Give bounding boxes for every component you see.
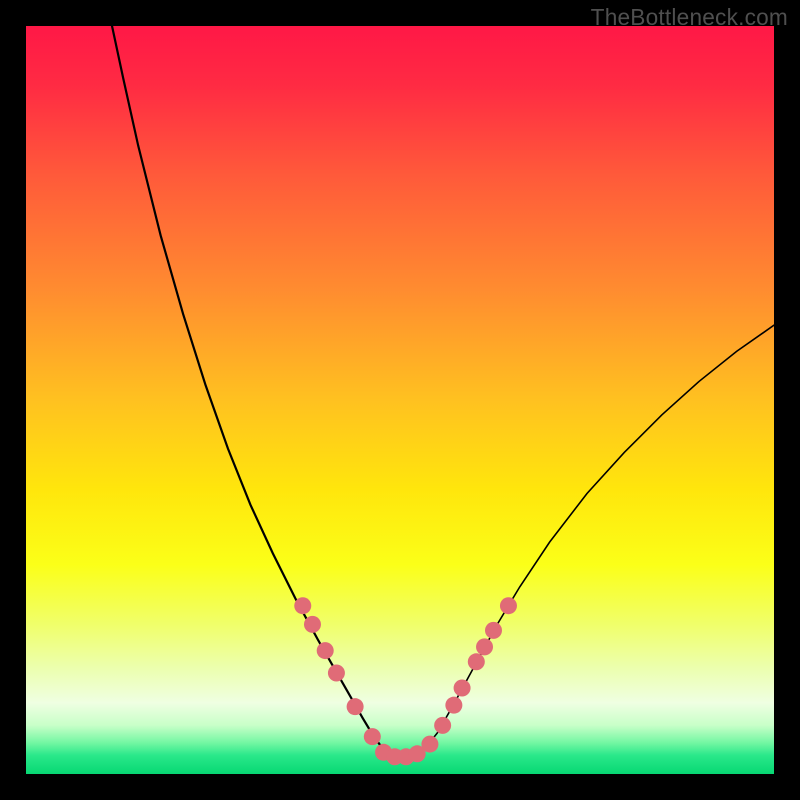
data-marker xyxy=(485,622,502,639)
data-marker xyxy=(468,653,485,670)
data-marker xyxy=(347,698,364,715)
data-marker xyxy=(500,597,517,614)
data-marker xyxy=(364,728,381,745)
data-marker xyxy=(434,717,451,734)
data-marker xyxy=(304,616,321,633)
chart-background-gradient xyxy=(26,26,774,774)
data-marker xyxy=(454,679,471,696)
watermark-text: TheBottleneck.com xyxy=(591,4,788,31)
data-marker xyxy=(476,638,493,655)
data-marker xyxy=(421,736,438,753)
data-marker xyxy=(317,642,334,659)
data-marker xyxy=(294,597,311,614)
figure-container: TheBottleneck.com xyxy=(0,0,800,800)
data-marker xyxy=(445,697,462,714)
data-marker xyxy=(328,665,345,682)
bottleneck-chart xyxy=(0,0,800,800)
